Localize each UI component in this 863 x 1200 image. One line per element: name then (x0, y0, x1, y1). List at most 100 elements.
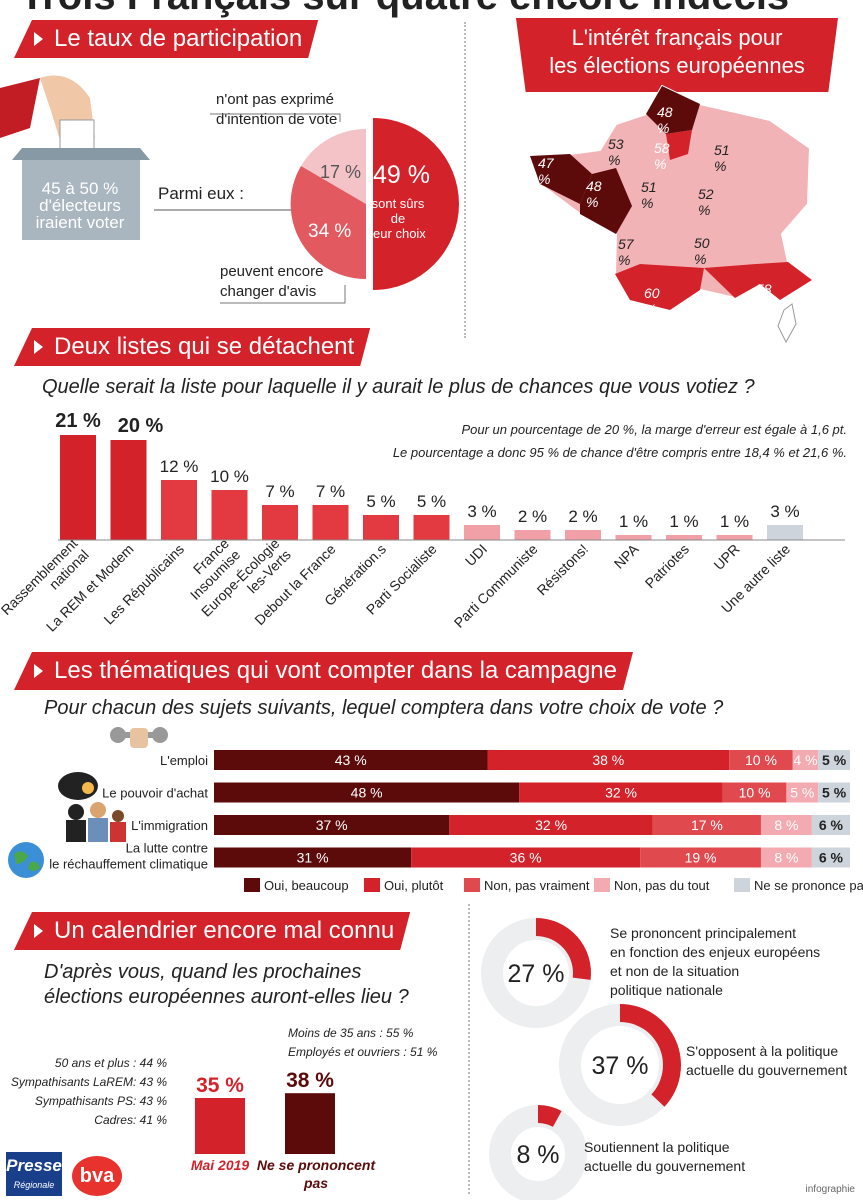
legend-swatch (594, 878, 610, 892)
theme-segment (652, 815, 761, 835)
theme-segment (760, 847, 812, 868)
theme-segment-label: 19 % (685, 850, 717, 866)
urn-line-2: d'électeurs (39, 196, 121, 215)
theme-segment-label: 32 % (605, 785, 637, 801)
legend-swatch (364, 878, 380, 892)
theme-segment (729, 750, 793, 770)
list-bar (514, 530, 551, 540)
list-bar-value: 5 % (366, 492, 395, 511)
label-not-expressed: n'ont pas exprimé d'intention de vote (216, 90, 337, 130)
theme-segment (811, 815, 850, 835)
margin-note-2: Le pourcentage a donc 95 % de chance d'ê… (392, 445, 847, 460)
donut-value: 27 % (508, 960, 565, 988)
list-bar-value: 2 % (568, 507, 597, 526)
theme-segment (818, 750, 850, 770)
theme-segment-label: 5 % (822, 752, 847, 768)
theme-segment (792, 750, 819, 770)
france-map (528, 84, 814, 344)
participation-pie: 17 % 34 % 49 % sont sûrs de leur choix (210, 113, 459, 304)
lists-question: Quelle serait la liste pour laquelle il … (42, 376, 755, 398)
legend-swatch (734, 878, 750, 892)
section-title-lists: Deux listes qui se détachent (14, 328, 370, 366)
label-can-change-1: peuvent encore (220, 263, 324, 280)
list-bar-value: 21 % (55, 410, 101, 432)
wrench-fist-icon (110, 727, 168, 748)
list-bar-value: 10 % (210, 467, 249, 486)
theme-segment (722, 782, 787, 803)
theme-segment-label: 6 % (819, 817, 844, 833)
legend-swatch (244, 878, 260, 892)
list-bar-category: UDI (462, 541, 490, 569)
calendar-question-1: D'après vous, quand les prochaines (44, 961, 362, 983)
label-can-change: peuvent encore changer d'avis (220, 262, 323, 302)
donut-arc (620, 1004, 681, 1107)
theme-category: L'emploi (160, 753, 208, 768)
people-icon (66, 802, 126, 842)
legend-label: Non, pas du tout (614, 878, 710, 893)
list-bar (565, 530, 601, 540)
pie-label-17: 17 % (320, 162, 361, 182)
map-label-7: 51 % (641, 179, 657, 211)
list-bar-value: 20 % (118, 415, 164, 437)
urn-line-3: iraient voter (35, 213, 125, 232)
list-bar-value: 1 % (669, 512, 698, 531)
theme-segment (811, 847, 850, 868)
urn-text: 45 à 50 % d'électeurs iraient voter (24, 180, 136, 231)
list-bar-category: NPA (611, 540, 642, 571)
theme-segment (818, 782, 850, 803)
donut-2-text-1: S'opposent à la politique (686, 1043, 839, 1059)
donut-2-text-2: actuelle du gouvernement (686, 1062, 848, 1078)
map-title-box: L'intérêt français pour les élections eu… (516, 18, 838, 92)
map-label-11: 60 % (644, 285, 660, 317)
donut-1-text: Se prononcent principalement en fonction… (610, 924, 820, 1000)
theme-category-2: le réchauffement climatique (49, 857, 208, 872)
list-bar-value: 3 % (467, 502, 496, 521)
theme-segment (487, 750, 730, 770)
separator-v1 (464, 22, 466, 338)
map-label-10: 50 % (694, 235, 710, 267)
theme-segment (214, 782, 520, 803)
theme-segment (760, 815, 812, 835)
donut-1-text-2: en fonction des enjeux européens (610, 944, 821, 960)
section-title-participation: Le taux de participation (14, 20, 318, 58)
calendar-category: Mai 2019 (191, 1157, 250, 1173)
credit-infographie: infographie (805, 1184, 855, 1195)
legend-label: Ne se prononce pas (754, 878, 863, 893)
separator-v2 (468, 904, 470, 1194)
donut-1-text-4: politique nationale (610, 982, 723, 998)
donut-2-text: S'opposent à la politique actuelle du go… (686, 1042, 847, 1080)
theme-segment-label: 17 % (691, 817, 723, 833)
left-note-2: Sympathisants LaREM: 43 % (10, 1075, 167, 1089)
list-bar (60, 435, 96, 540)
list-bar (312, 505, 349, 540)
left-note-1: 50 ans et plus : 44 % (54, 1056, 167, 1070)
theme-segment (640, 847, 761, 868)
themes-stacked-chart: L'emploi 43 % 38 % 10 % 4 % 5 % Le pouvoir d'a… (49, 750, 863, 893)
list-bar (615, 535, 652, 540)
theme-segment-label: 31 % (297, 850, 329, 866)
label-not-expressed-2: d'intention de vote (216, 111, 338, 128)
theme-segment-label: 38 % (592, 752, 624, 768)
theme-segment (449, 815, 653, 835)
theme-segment-label: 8 % (774, 850, 798, 866)
theme-segment-label: 37 % (316, 817, 348, 833)
theme-segment (411, 847, 641, 868)
list-bar-category: Patriotes (642, 541, 692, 591)
themes-question: Pour chacun des sujets suivants, lequel … (44, 697, 724, 719)
donut-3-text: Soutiennent la politique actuelle du gou… (584, 1138, 745, 1176)
map-title-1: L'intérêt français pour (571, 25, 783, 50)
list-bar-category: Résistons! (534, 541, 592, 599)
headline: Trois Français sur quatre encore indécis (20, 0, 789, 19)
map-label-9: 57 % (618, 236, 634, 268)
theme-segment-label: 5 % (790, 785, 814, 801)
list-bar (161, 480, 197, 540)
list-bar-value: 7 % (316, 482, 345, 501)
calendar-question-2: élections européennes auront-elles lieu … (44, 986, 409, 1008)
pie-slice-49 (373, 118, 459, 290)
calendar-bar-value: 38 % (286, 1069, 334, 1092)
calendar-bar-value: 35 % (196, 1074, 244, 1097)
list-bar (363, 515, 399, 540)
pie-big-lbl-1: sont sûrs (372, 196, 425, 211)
purse-icon (58, 772, 98, 800)
